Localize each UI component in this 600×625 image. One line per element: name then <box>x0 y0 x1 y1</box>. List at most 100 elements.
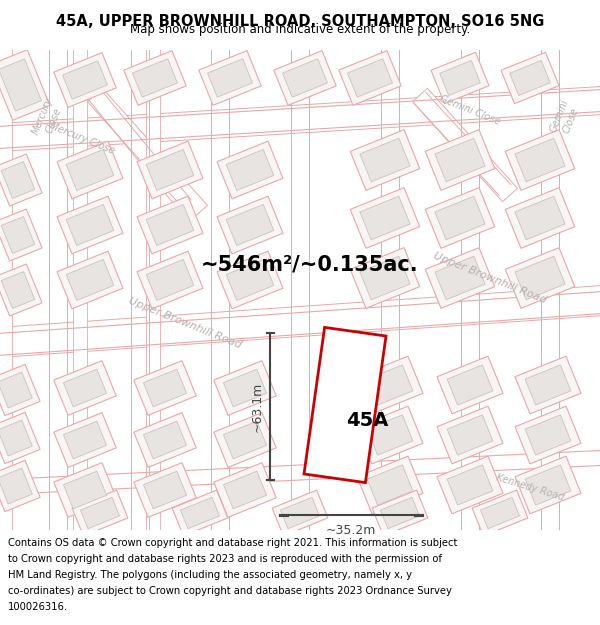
Polygon shape <box>73 40 87 540</box>
Polygon shape <box>0 154 42 206</box>
Polygon shape <box>0 40 12 540</box>
Text: Upper Brownhill Road: Upper Brownhill Road <box>432 251 548 305</box>
Polygon shape <box>431 52 489 104</box>
Polygon shape <box>146 259 194 301</box>
Polygon shape <box>437 406 503 464</box>
Polygon shape <box>0 420 32 456</box>
Text: to Crown copyright and database rights 2023 and is reproduced with the permissio: to Crown copyright and database rights 2… <box>8 554 442 564</box>
Polygon shape <box>54 412 116 468</box>
Polygon shape <box>172 490 228 536</box>
Polygon shape <box>0 59 41 111</box>
Polygon shape <box>304 328 386 482</box>
Polygon shape <box>515 256 565 300</box>
Polygon shape <box>360 256 410 300</box>
Polygon shape <box>357 456 423 514</box>
Polygon shape <box>143 421 187 459</box>
Polygon shape <box>124 51 186 106</box>
Polygon shape <box>143 471 187 509</box>
Polygon shape <box>425 248 495 308</box>
Polygon shape <box>525 415 571 455</box>
Polygon shape <box>146 40 160 540</box>
Polygon shape <box>360 196 410 240</box>
Polygon shape <box>1 272 35 308</box>
Polygon shape <box>501 52 559 104</box>
Polygon shape <box>515 356 581 414</box>
Text: Upper Brownhill Road: Upper Brownhill Road <box>127 296 243 350</box>
Polygon shape <box>72 490 128 536</box>
Polygon shape <box>1 217 35 253</box>
Polygon shape <box>134 361 196 416</box>
Polygon shape <box>146 204 194 246</box>
Polygon shape <box>437 456 503 514</box>
Polygon shape <box>339 51 401 106</box>
Polygon shape <box>199 51 261 106</box>
Polygon shape <box>350 188 420 248</box>
Polygon shape <box>0 461 40 512</box>
Polygon shape <box>214 462 276 518</box>
Polygon shape <box>440 61 480 96</box>
Polygon shape <box>137 196 203 254</box>
Polygon shape <box>435 138 485 182</box>
Polygon shape <box>146 149 194 191</box>
Polygon shape <box>64 369 107 407</box>
Text: co-ordinates) are subject to Crown copyright and database rights 2023 Ordnance S: co-ordinates) are subject to Crown copyr… <box>8 586 452 596</box>
Polygon shape <box>525 365 571 405</box>
Polygon shape <box>66 149 114 191</box>
Polygon shape <box>280 498 320 529</box>
Polygon shape <box>357 356 423 414</box>
Text: 100026316.: 100026316. <box>8 602 68 612</box>
Text: ~63.1m: ~63.1m <box>251 381 263 432</box>
Polygon shape <box>525 465 571 505</box>
Polygon shape <box>435 196 485 240</box>
Polygon shape <box>425 129 495 191</box>
Text: Mercury
Close: Mercury Close <box>31 96 65 141</box>
Polygon shape <box>57 196 123 254</box>
Polygon shape <box>88 88 208 219</box>
Polygon shape <box>0 209 42 261</box>
Polygon shape <box>274 51 336 106</box>
Polygon shape <box>66 259 114 301</box>
Polygon shape <box>208 59 253 97</box>
Polygon shape <box>62 61 107 99</box>
Polygon shape <box>357 406 423 464</box>
Polygon shape <box>505 188 575 248</box>
Text: 45A, UPPER BROWNHILL ROAD, SOUTHAMPTON, SO16 5NG: 45A, UPPER BROWNHILL ROAD, SOUTHAMPTON, … <box>56 14 544 29</box>
Polygon shape <box>481 498 520 529</box>
Polygon shape <box>217 196 283 254</box>
Polygon shape <box>447 415 493 455</box>
Polygon shape <box>0 364 40 416</box>
Text: ~35.2m: ~35.2m <box>325 524 376 536</box>
Polygon shape <box>137 251 203 309</box>
Polygon shape <box>214 361 276 416</box>
Polygon shape <box>80 498 119 529</box>
Polygon shape <box>447 365 493 405</box>
Polygon shape <box>134 412 196 468</box>
Polygon shape <box>143 369 187 407</box>
Polygon shape <box>1 162 35 198</box>
Polygon shape <box>0 372 32 408</box>
Polygon shape <box>134 462 196 518</box>
Text: Map shows position and indicative extent of the property.: Map shows position and indicative extent… <box>130 23 470 36</box>
Polygon shape <box>137 141 203 199</box>
Polygon shape <box>350 248 420 308</box>
Polygon shape <box>181 498 220 529</box>
Polygon shape <box>66 204 114 246</box>
Polygon shape <box>0 86 600 152</box>
Polygon shape <box>0 468 32 504</box>
Polygon shape <box>226 259 274 301</box>
Polygon shape <box>515 406 581 464</box>
Polygon shape <box>435 256 485 300</box>
Polygon shape <box>226 204 274 246</box>
Polygon shape <box>367 415 413 455</box>
Polygon shape <box>360 138 410 182</box>
Polygon shape <box>510 61 550 96</box>
Polygon shape <box>283 59 328 97</box>
Polygon shape <box>57 141 123 199</box>
Polygon shape <box>223 369 266 407</box>
Polygon shape <box>447 465 493 505</box>
Polygon shape <box>367 465 413 505</box>
Polygon shape <box>54 361 116 416</box>
Polygon shape <box>223 471 266 509</box>
Polygon shape <box>54 462 116 518</box>
Polygon shape <box>413 88 517 202</box>
